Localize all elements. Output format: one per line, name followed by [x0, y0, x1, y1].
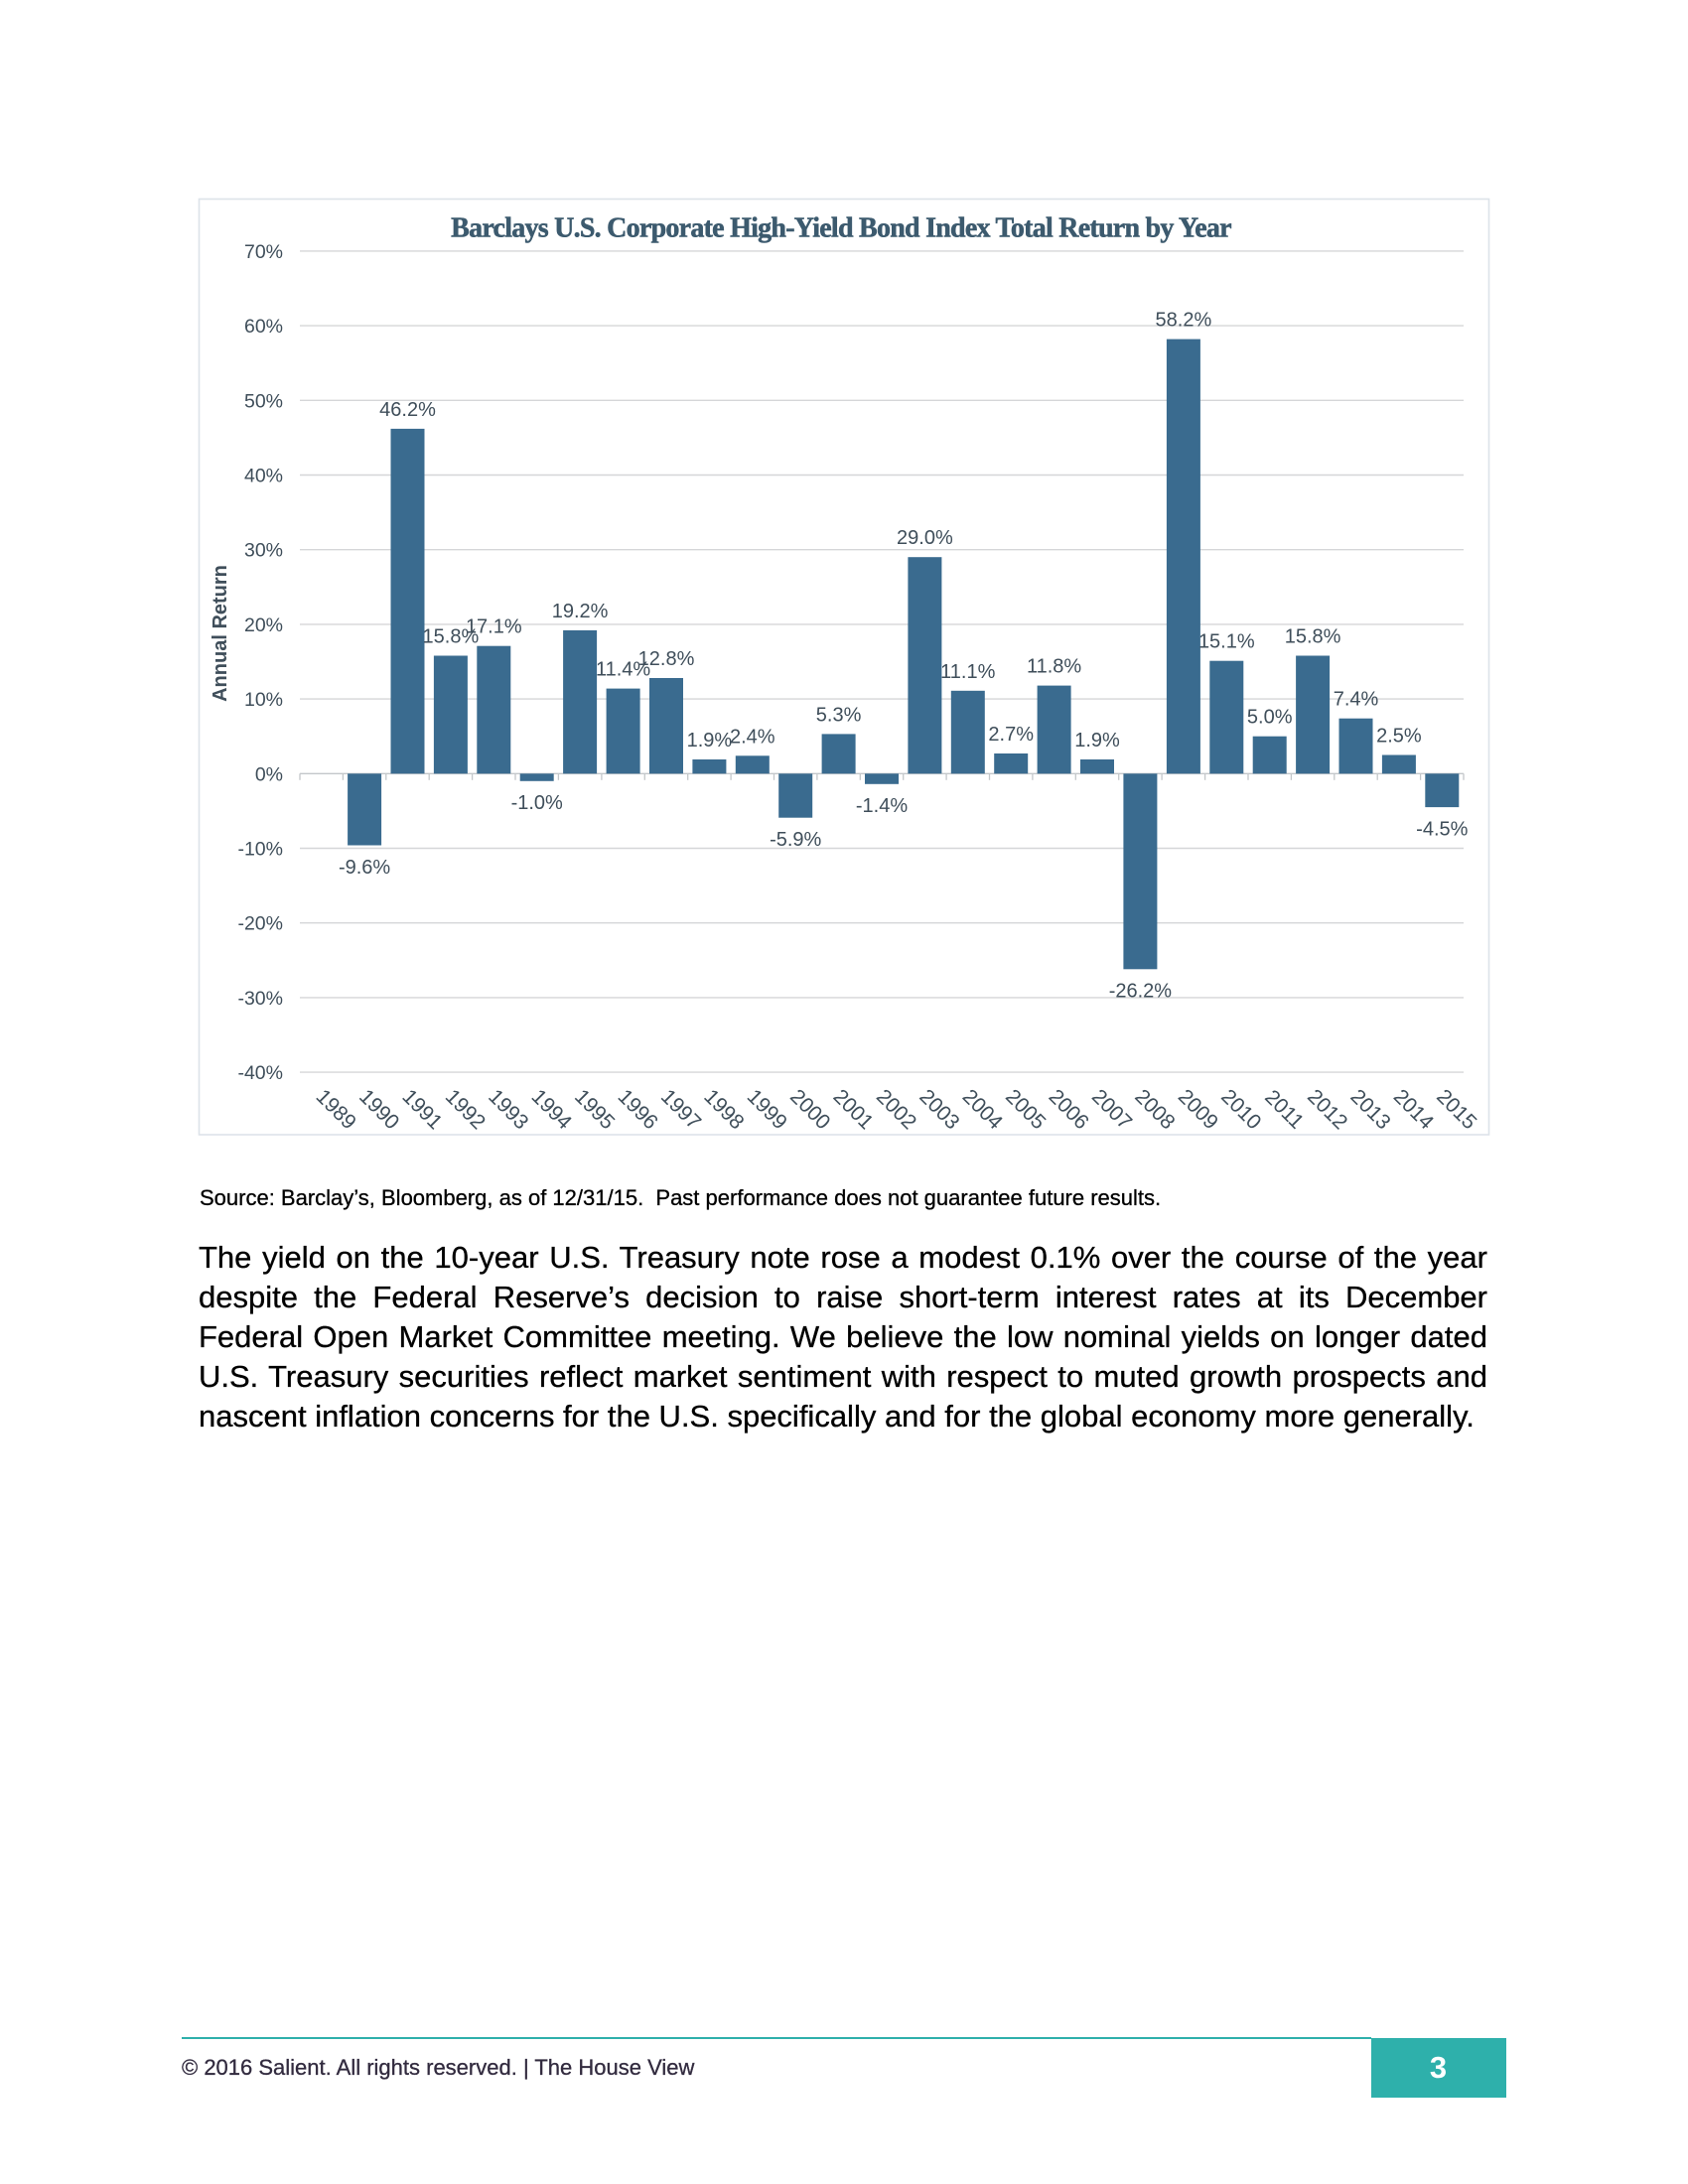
svg-text:2012: 2012 [1303, 1085, 1351, 1134]
svg-text:2007: 2007 [1087, 1085, 1136, 1134]
svg-text:30%: 30% [244, 540, 283, 562]
svg-text:2004: 2004 [958, 1085, 1008, 1135]
svg-text:11.4%: 11.4% [596, 659, 650, 681]
svg-text:1998: 1998 [699, 1085, 748, 1134]
svg-text:-9.6%: -9.6% [339, 857, 390, 879]
svg-text:60%: 60% [244, 316, 283, 338]
svg-text:2011: 2011 [1260, 1086, 1308, 1134]
svg-text:15.8%: 15.8% [423, 626, 480, 648]
svg-text:2006: 2006 [1045, 1085, 1093, 1134]
svg-text:19.2%: 19.2% [552, 601, 609, 622]
svg-text:2001: 2001 [829, 1085, 878, 1134]
svg-text:1989: 1989 [312, 1085, 360, 1134]
svg-text:40%: 40% [244, 466, 283, 487]
svg-text:58.2%: 58.2% [1156, 310, 1212, 332]
svg-text:11.8%: 11.8% [1027, 656, 1081, 678]
svg-text:2014: 2014 [1389, 1085, 1439, 1135]
svg-text:Annual Return: Annual Return [210, 565, 231, 702]
svg-text:7.4%: 7.4% [1334, 689, 1379, 711]
svg-text:15.8%: 15.8% [1285, 626, 1341, 648]
svg-text:2009: 2009 [1174, 1085, 1222, 1134]
svg-text:-10%: -10% [237, 839, 283, 861]
svg-text:70%: 70% [244, 241, 283, 263]
svg-text:50%: 50% [244, 390, 283, 412]
svg-text:2008: 2008 [1130, 1085, 1179, 1134]
svg-text:-20%: -20% [237, 913, 283, 935]
svg-text:10%: 10% [244, 689, 283, 711]
svg-text:-40%: -40% [237, 1062, 283, 1084]
svg-text:5.3%: 5.3% [816, 704, 862, 726]
svg-text:1997: 1997 [656, 1085, 705, 1134]
svg-text:46.2%: 46.2% [379, 399, 436, 421]
svg-text:1993: 1993 [484, 1085, 532, 1134]
svg-text:1996: 1996 [614, 1085, 662, 1134]
svg-text:2000: 2000 [785, 1085, 834, 1134]
svg-text:11.1%: 11.1% [940, 661, 995, 683]
svg-text:2015: 2015 [1432, 1085, 1480, 1134]
svg-text:2010: 2010 [1216, 1085, 1265, 1134]
svg-text:2005: 2005 [1001, 1085, 1050, 1134]
svg-text:-1.4%: -1.4% [856, 795, 908, 817]
svg-text:5.0%: 5.0% [1247, 707, 1293, 729]
svg-text:2013: 2013 [1345, 1085, 1394, 1134]
svg-text:2.7%: 2.7% [988, 724, 1034, 746]
svg-text:1994: 1994 [527, 1085, 577, 1135]
svg-text:1990: 1990 [354, 1085, 403, 1134]
svg-text:0%: 0% [255, 763, 283, 785]
svg-text:1.9%: 1.9% [1074, 730, 1120, 751]
svg-text:12.8%: 12.8% [638, 648, 695, 670]
svg-text:1995: 1995 [570, 1085, 619, 1134]
svg-text:-30%: -30% [237, 988, 283, 1010]
svg-text:-4.5%: -4.5% [1416, 818, 1468, 840]
svg-text:15.1%: 15.1% [1198, 631, 1255, 653]
svg-text:1991: 1991 [397, 1085, 446, 1134]
svg-text:-1.0%: -1.0% [511, 792, 563, 814]
svg-text:-26.2%: -26.2% [1109, 981, 1173, 1003]
svg-text:17.1%: 17.1% [466, 616, 522, 638]
svg-text:2002: 2002 [872, 1085, 920, 1134]
svg-text:1992: 1992 [441, 1085, 490, 1134]
svg-text:1999: 1999 [743, 1085, 791, 1134]
svg-text:2.4%: 2.4% [730, 726, 775, 748]
svg-text:29.0%: 29.0% [897, 527, 953, 549]
svg-text:2.5%: 2.5% [1376, 726, 1422, 748]
svg-text:Barclays U.S. Corporate High-Y: Barclays U.S. Corporate High-Yield Bond … [451, 212, 1231, 243]
svg-text:2003: 2003 [914, 1085, 963, 1134]
svg-text:20%: 20% [244, 614, 283, 636]
svg-text:-5.9%: -5.9% [770, 829, 821, 851]
svg-text:1.9%: 1.9% [687, 730, 733, 751]
